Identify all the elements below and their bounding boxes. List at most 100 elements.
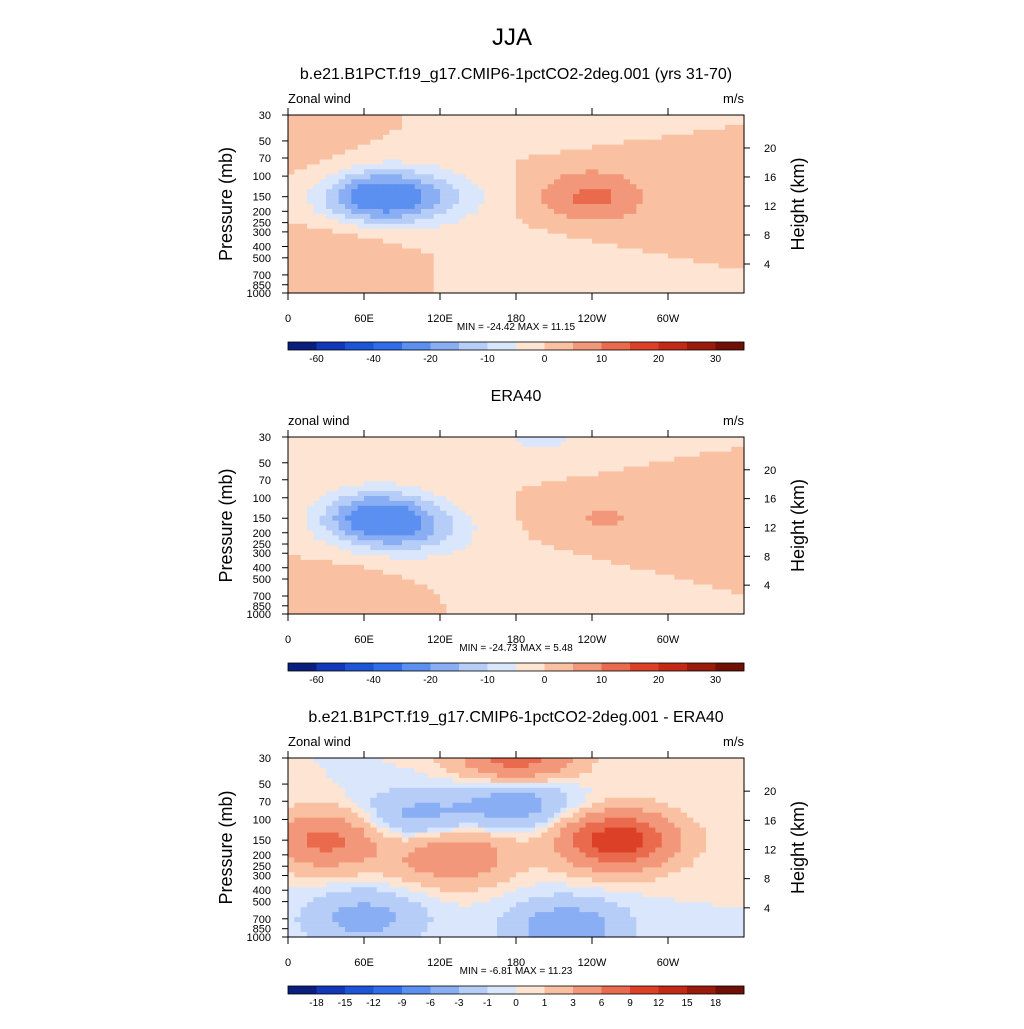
contour-cell [674, 545, 681, 551]
contour-cell [421, 135, 428, 141]
contour-cell [522, 521, 529, 527]
contour-cell [307, 283, 314, 289]
contour-cell [370, 585, 377, 591]
contour-cell [573, 179, 580, 185]
contour-cell [408, 125, 415, 131]
contour-cell [668, 476, 675, 482]
contour-cell [693, 189, 700, 195]
contour-cell [294, 239, 301, 245]
contour-cell [503, 253, 510, 259]
contour-cell [294, 140, 301, 146]
contour-cell [484, 120, 491, 126]
contour-cell [370, 457, 377, 463]
contour-cell [288, 486, 295, 492]
contour-cell [440, 249, 447, 255]
contour-cell [567, 150, 574, 156]
x-tick-label: 60E [354, 313, 374, 325]
contour-cell [687, 550, 694, 556]
contour-cell [307, 145, 314, 151]
contour-cell [497, 570, 504, 576]
contour-cell [731, 150, 738, 156]
contour-cell [516, 467, 523, 473]
contour-cell [497, 169, 504, 175]
contour-cell [408, 120, 415, 126]
contour-cell [719, 486, 726, 492]
contour-cell [617, 169, 624, 175]
contour-cell [421, 560, 428, 566]
contour-cell [415, 249, 422, 255]
contour-cell [389, 155, 396, 161]
contour-cell [662, 486, 669, 492]
contour-cell [598, 268, 605, 274]
contour-cell [731, 452, 738, 458]
contour-cell [668, 501, 675, 507]
contour-cell [459, 179, 466, 185]
contour-cell [605, 565, 612, 571]
contour-cell [554, 258, 561, 264]
contour-cell [687, 199, 694, 205]
contour-cell [567, 476, 574, 482]
contour-cell [446, 253, 453, 259]
contour-cell [662, 258, 669, 264]
contour-cell [586, 120, 593, 126]
contour-cell [389, 145, 396, 151]
contour-cell [687, 580, 694, 586]
contour-cell [370, 239, 377, 245]
contour-cell [687, 164, 694, 170]
contour-cell [472, 511, 479, 517]
contour-cell [294, 506, 301, 512]
contour-cell [636, 204, 643, 210]
contour-cell [592, 125, 599, 131]
contour-cell [535, 169, 542, 175]
y-tick-label: 300 [253, 227, 271, 239]
contour-cell [529, 462, 536, 468]
contour-cell [668, 442, 675, 448]
contour-cell [579, 471, 586, 477]
contour-cell [415, 268, 422, 274]
contour-cell [491, 234, 498, 240]
contour-cell [719, 204, 726, 210]
contour-cell [408, 481, 415, 487]
contour-cell [510, 530, 517, 536]
contour-cell [415, 150, 422, 156]
contour-cell [554, 268, 561, 274]
contour-cell [719, 496, 726, 502]
contour-cell [668, 150, 675, 156]
contour-cell [681, 273, 688, 279]
contour-cell [541, 179, 548, 185]
contour-cell [339, 283, 346, 289]
contour-cell [396, 545, 403, 551]
contour-cell [592, 570, 599, 576]
contour-cell [332, 179, 339, 185]
contour-cell [548, 244, 555, 250]
contour-cell [402, 268, 409, 274]
contour-cell [630, 184, 637, 190]
contour-cell [643, 555, 650, 561]
contour-cell [396, 437, 403, 443]
contour-cell [712, 244, 719, 250]
contour-cell [529, 447, 536, 453]
contour-cell [516, 160, 523, 166]
contour-cell [655, 120, 662, 126]
contour-cell [598, 229, 605, 235]
contour-cell [693, 580, 700, 586]
contour-cell [510, 169, 517, 175]
contour-cell [649, 555, 656, 561]
contour-cell [567, 560, 574, 566]
contour-cell [453, 550, 460, 556]
contour-cell [700, 214, 707, 220]
contour-cell [332, 471, 339, 477]
contour-cell [301, 452, 308, 458]
contour-cell [446, 283, 453, 289]
contour-cell [434, 135, 441, 141]
contour-cell [630, 530, 637, 536]
contour-cell [326, 169, 333, 175]
contour-cell [389, 184, 396, 190]
contour-cell [548, 268, 555, 274]
contour-cell [554, 486, 561, 492]
contour-cell [491, 239, 498, 245]
contour-cell [440, 530, 447, 536]
contour-cell [649, 140, 656, 146]
contour-cell [339, 589, 346, 595]
contour-cell [516, 462, 523, 468]
